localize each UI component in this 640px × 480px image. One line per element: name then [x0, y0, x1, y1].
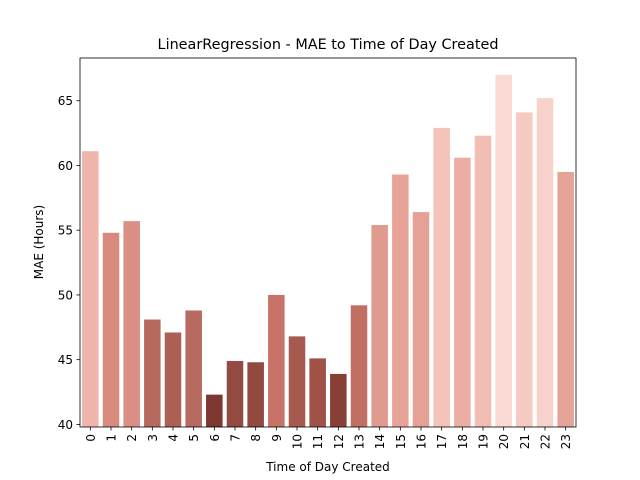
bar-21: [516, 112, 533, 428]
x-tick-label: 0: [84, 434, 98, 442]
x-tick-label: 6: [208, 434, 222, 442]
x-tick-label: 12: [332, 434, 346, 449]
bar-4: [164, 332, 182, 427]
bar-14: [371, 225, 388, 427]
bar-8: [247, 362, 264, 427]
x-tick-label: 7: [229, 434, 243, 442]
bar-1: [102, 232, 120, 427]
x-tick-label: 1: [105, 434, 119, 442]
bar-12: [330, 373, 347, 427]
x-tick-label: 23: [559, 434, 573, 449]
x-tick-label: 15: [394, 434, 408, 449]
x-axis-ticks: 0 1 2 3 4 5 6 7 8 9 10 11 12 13 14 15 16 17 18 19 20 21 22 23: [84, 427, 573, 449]
y-tick-label: 65: [58, 94, 73, 108]
y-tick-label: 50: [58, 288, 73, 302]
plot-frame: [79, 57, 577, 428]
x-tick-label: 22: [539, 434, 553, 449]
x-tick-label: 19: [477, 434, 491, 449]
x-tick-label: 17: [435, 434, 449, 449]
x-tick-label: 3: [146, 434, 160, 442]
bar-3: [144, 319, 161, 427]
x-tick-label: 13: [353, 434, 367, 449]
bar-13: [350, 305, 368, 427]
y-axis-ticks: 40 45 50 55 60 65: [58, 94, 80, 432]
bar-19: [474, 135, 492, 427]
x-tick-label: 8: [249, 434, 263, 442]
y-tick-label: 60: [58, 159, 73, 173]
bar-6: [206, 394, 223, 427]
x-tick-label: 2: [125, 434, 139, 442]
bar-5: [185, 310, 202, 427]
x-tick-label: 14: [373, 434, 387, 449]
y-tick-label: 45: [58, 353, 73, 367]
x-tick-label: 21: [518, 434, 532, 449]
bar-17: [433, 127, 450, 428]
x-tick-label: 9: [270, 434, 284, 442]
bar-23: [557, 171, 574, 427]
bar-16: [412, 212, 430, 427]
y-tick-label: 55: [58, 224, 73, 238]
chart-title: LinearRegression - MAE to Time of Day Cr…: [158, 37, 499, 53]
bars-group: [82, 74, 574, 428]
x-axis-label: Time of Day Created: [265, 460, 390, 474]
y-tick-label: 40: [58, 418, 73, 432]
x-tick-label: 5: [187, 434, 201, 442]
bar-11: [309, 358, 326, 427]
x-tick-label: 18: [456, 434, 470, 449]
bar-18: [454, 157, 471, 427]
x-tick-label: 16: [415, 434, 429, 449]
x-tick-label: 20: [497, 434, 511, 449]
x-tick-label: 10: [291, 434, 305, 449]
bar-9: [268, 294, 285, 427]
x-tick-label: 11: [311, 434, 325, 449]
bar-10: [288, 336, 306, 427]
x-tick-label: 4: [167, 434, 181, 442]
y-axis-label: MAE (Hours): [32, 205, 46, 279]
bar-15: [392, 174, 409, 427]
bar-0: [82, 151, 99, 427]
bar-7: [226, 360, 244, 427]
bar-22: [536, 98, 554, 427]
bar-2: [123, 221, 140, 427]
bar-20: [495, 74, 512, 428]
